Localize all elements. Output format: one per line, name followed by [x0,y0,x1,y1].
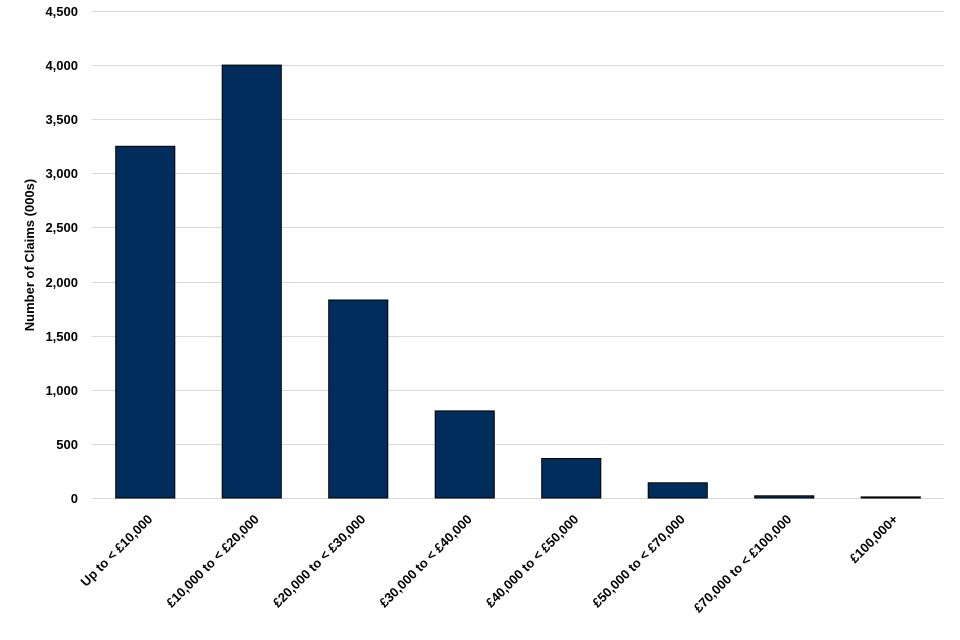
bar [754,495,815,499]
bar [647,482,708,499]
y-tick-label: 1,000 [45,383,78,398]
y-tick-label: 4,000 [45,58,78,73]
y-tick-label: 1,500 [45,329,78,344]
y-tick-label: 0 [71,491,78,506]
x-tick-label: £100,000+ [847,511,902,566]
bar [221,64,282,499]
x-tick-label: £70,000 to < £100,000 [690,512,794,616]
bar [328,299,389,499]
bar [860,496,921,499]
bars [115,64,921,499]
x-axis-ticks: Up to < £10,000 £10,000 to < £20,000 £20,0… [78,511,902,615]
y-tick-label: 500 [56,437,78,452]
x-tick-label: £10,000 to < £20,000 [163,512,262,611]
y-axis-title: Number of Claims (000s) [22,179,37,331]
bar [541,458,602,499]
y-tick-label: 4,500 [45,4,78,19]
x-tick-label: £40,000 to < £50,000 [483,512,582,611]
y-tick-label: 3,500 [45,112,78,127]
bar [115,145,176,499]
y-tick-label: 2,500 [45,220,78,235]
x-tick-label: £20,000 to < £30,000 [270,512,369,611]
x-tick-label: Up to < £10,000 [78,512,156,590]
gridlines [92,11,944,499]
y-tick-label: 3,000 [45,166,78,181]
bar [434,410,495,499]
x-tick-label: £30,000 to < £40,000 [376,512,475,611]
y-axis-ticks: 0 500 1,000 1,500 2,000 2,500 3,000 3,500 4,000 4… [45,4,78,506]
x-tick-label: £50,000 to < £70,000 [589,512,688,611]
y-tick-label: 2,000 [45,275,78,290]
